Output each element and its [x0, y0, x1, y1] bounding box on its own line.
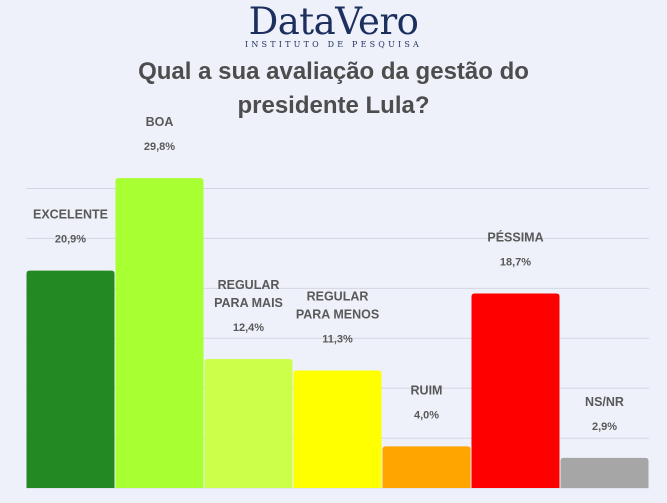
category-label: EXCELENTE: [33, 208, 108, 222]
category-label: REGULAR: [307, 289, 369, 303]
category-label: RUIM: [411, 383, 443, 397]
category-label: REGULAR: [218, 278, 280, 292]
chart-title-line-2: presidente Lula?: [237, 92, 430, 119]
data-label: 20,9%: [55, 234, 86, 246]
bar: [26, 270, 115, 488]
chart-title: Qual a sua avaliação da gestão do presid…: [100, 55, 567, 123]
bar: [560, 457, 649, 488]
bar: [471, 293, 560, 488]
category-label: BOA: [146, 115, 174, 129]
bar: [204, 359, 293, 488]
data-label: 18,7%: [500, 257, 531, 269]
data-label: 29,8%: [144, 141, 175, 153]
category-label: PÉSSIMA: [487, 230, 543, 245]
data-label: 12,4%: [233, 322, 264, 334]
category-label: PARA MAIS: [214, 296, 283, 310]
logo: DataVero INSTITUTO DE PESQUISA: [0, 0, 667, 50]
logo-subtitle: INSTITUTO DE PESQUISA: [244, 40, 423, 49]
category-label: NS/NR: [585, 395, 624, 409]
chart-title-line-1: Qual a sua avaliação da gestão do: [138, 58, 529, 85]
data-label: 4,0%: [414, 409, 439, 421]
category-label: PARA MENOS: [296, 307, 379, 321]
bar: [382, 446, 471, 488]
logo-text: DataVero: [248, 0, 419, 43]
bar: [115, 178, 204, 488]
data-label: 2,9%: [592, 421, 617, 433]
bar: [293, 370, 382, 488]
data-label: 11,3%: [322, 333, 353, 345]
